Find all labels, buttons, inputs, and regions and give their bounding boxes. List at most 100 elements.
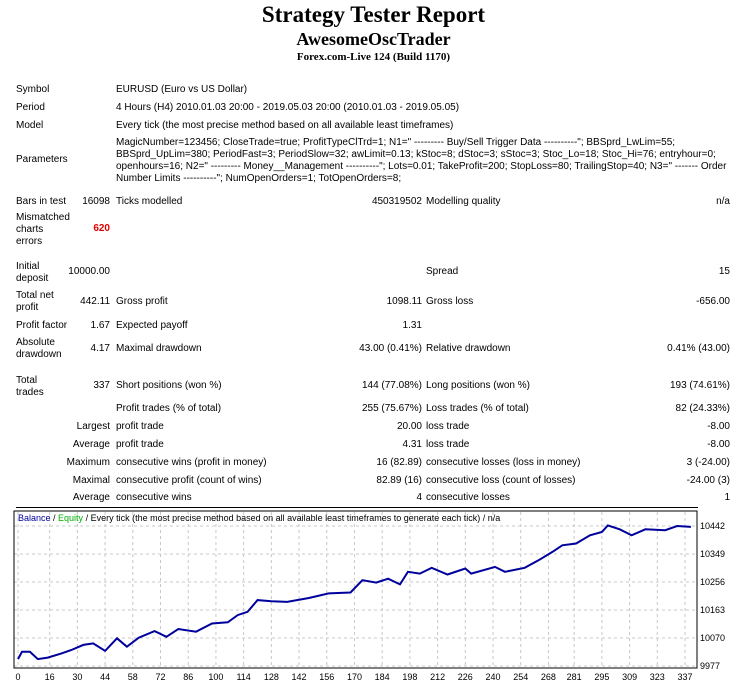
x-tick-label: 184 bbox=[375, 672, 390, 682]
largest-profit-value: 20.00 bbox=[396, 421, 422, 432]
avg-wins-value: 4 bbox=[416, 492, 422, 503]
avg-profit-label: profit trade bbox=[116, 439, 164, 450]
rel-dd-value: 0.41% (43.00) bbox=[667, 343, 730, 354]
average-label: Average bbox=[72, 439, 110, 450]
x-tick-label: 44 bbox=[100, 672, 110, 682]
x-tick-label: 100 bbox=[208, 672, 223, 682]
x-tick-label: 16 bbox=[45, 672, 55, 682]
ticks-value: 450319502 bbox=[371, 196, 422, 207]
payoff-value: 1.31 bbox=[402, 320, 422, 331]
balance-chart: Balance / Equity / Every tick (the most … bbox=[13, 510, 725, 682]
average2-label: Average bbox=[72, 492, 110, 503]
x-tick-label: 72 bbox=[155, 672, 165, 682]
x-tick-label: 323 bbox=[650, 672, 665, 682]
avg-loss-label: loss trade bbox=[426, 439, 470, 450]
maximal-loss-label: consecutive loss (count of losses) bbox=[426, 475, 576, 486]
plot-border bbox=[13, 510, 698, 669]
long-value: 193 (74.61%) bbox=[669, 380, 730, 391]
gross-loss-value: -656.00 bbox=[696, 296, 730, 307]
legend-balance: Balance bbox=[18, 513, 51, 523]
legend-equity: Equity bbox=[58, 513, 84, 523]
symbol-label: Symbol bbox=[16, 84, 50, 95]
x-tick-label: 268 bbox=[541, 672, 556, 682]
parameters-value: MagicNumber=123456; CloseTrade=true; Pro… bbox=[116, 137, 727, 184]
y-tick-label: 10442 bbox=[700, 521, 725, 531]
gross-profit-value: 1098.11 bbox=[386, 296, 422, 307]
rel-dd-label: Relative drawdown bbox=[426, 343, 511, 354]
x-tick-label: 156 bbox=[319, 672, 334, 682]
balance-line bbox=[17, 524, 691, 661]
largest-loss-value: -8.00 bbox=[707, 421, 730, 432]
short-label: Short positions (won %) bbox=[116, 380, 222, 391]
loss-trades-value: 82 (24.33%) bbox=[675, 403, 730, 414]
y-tick-label: 9977 bbox=[700, 661, 720, 671]
server-name: Forex.com-Live 124 (Build 1170) bbox=[296, 51, 451, 63]
total-trades-label: Total trades bbox=[16, 375, 44, 398]
short-value: 144 (77.08%) bbox=[361, 380, 422, 391]
deposit-value: 10000.00 bbox=[68, 266, 110, 277]
avg-losses-label: consecutive losses bbox=[426, 492, 510, 503]
abs-dd-value: 4.17 bbox=[90, 343, 110, 354]
model-value: Every tick (the most precise method base… bbox=[116, 120, 454, 131]
x-tick-label: 142 bbox=[292, 672, 307, 682]
x-tick-label: 114 bbox=[236, 672, 250, 682]
bars-value: 16098 bbox=[82, 196, 110, 207]
max-wins-label: consecutive wins (profit in money) bbox=[116, 457, 267, 468]
x-tick-label: 170 bbox=[347, 672, 362, 682]
y-tick-label: 10070 bbox=[700, 633, 725, 643]
period-value: 4 Hours (H4) 2010.01.03 20:00 - 2019.05.… bbox=[116, 102, 460, 113]
largest-loss-label: loss trade bbox=[426, 421, 470, 432]
net-profit-value: 442.11 bbox=[80, 296, 110, 307]
long-label: Long positions (won %) bbox=[426, 380, 530, 391]
gross-profit-label: Gross profit bbox=[116, 296, 168, 307]
symbol-value: EURUSD (Euro vs US Dollar) bbox=[116, 84, 248, 95]
x-tick-label: 86 bbox=[183, 672, 193, 682]
profit-trades-label: Profit trades (% of total) bbox=[116, 403, 222, 414]
x-tick-label: 337 bbox=[677, 672, 692, 682]
divider bbox=[16, 507, 698, 508]
max-dd-label: Maximal drawdown bbox=[116, 343, 202, 354]
parameters-label: Parameters bbox=[16, 154, 68, 165]
loss-trades-label: Loss trades (% of total) bbox=[426, 403, 529, 414]
x-tick-label: 226 bbox=[458, 672, 473, 682]
x-tick-label: 309 bbox=[622, 672, 637, 682]
max-losses-value: 3 (-24.00) bbox=[686, 457, 730, 468]
x-tick-label: 30 bbox=[72, 672, 82, 682]
profit-factor-label: Profit factor bbox=[16, 320, 68, 331]
period-label: Period bbox=[16, 102, 45, 113]
avg-losses-value: 1 bbox=[724, 492, 730, 503]
profit-trades-value: 255 (75.67%) bbox=[361, 403, 422, 414]
x-tick-label: 58 bbox=[128, 672, 138, 682]
max-wins-value: 16 (82.89) bbox=[376, 457, 422, 468]
quality-value: n/a bbox=[716, 196, 730, 207]
spread-label: Spread bbox=[426, 266, 459, 277]
avg-wins-label: consecutive wins bbox=[116, 492, 192, 503]
largest-label: Largest bbox=[76, 421, 110, 432]
x-tick-label: 254 bbox=[513, 672, 528, 682]
abs-dd-label: Absolute drawdown bbox=[16, 337, 62, 360]
y-tick-label: 10256 bbox=[700, 577, 725, 587]
avg-profit-value: 4.31 bbox=[402, 439, 422, 450]
gross-loss-label: Gross loss bbox=[426, 296, 474, 307]
ticks-label: Ticks modelled bbox=[116, 196, 183, 207]
maximal-profit-label: consecutive profit (count of wins) bbox=[116, 475, 262, 486]
deposit-label: Initial deposit bbox=[16, 261, 49, 284]
x-tick-label: 295 bbox=[594, 672, 609, 682]
report-title: Strategy Tester Report bbox=[261, 2, 486, 27]
y-tick-label: 10349 bbox=[700, 549, 725, 559]
x-tick-label: 212 bbox=[430, 672, 445, 682]
chart-legend: Balance / Equity / Every tick (the most … bbox=[18, 513, 500, 523]
mismatch-value: 620 bbox=[93, 223, 110, 234]
x-tick-label: 281 bbox=[567, 672, 582, 682]
bars-label: Bars in test bbox=[16, 196, 67, 207]
expert-name: AwesomeOscTrader bbox=[296, 29, 451, 49]
spread-value: 15 bbox=[718, 266, 730, 277]
max-dd-value: 43.00 (0.41%) bbox=[359, 343, 422, 354]
x-tick-label: 128 bbox=[264, 672, 279, 682]
maximal-profit-value: 82.89 (16) bbox=[376, 475, 422, 486]
maximal-loss-value: -24.00 (3) bbox=[686, 475, 730, 486]
net-profit-label: Total net profit bbox=[16, 290, 54, 313]
x-tick-label: 198 bbox=[402, 672, 417, 682]
model-label: Model bbox=[16, 120, 44, 131]
largest-profit-label: profit trade bbox=[116, 421, 164, 432]
